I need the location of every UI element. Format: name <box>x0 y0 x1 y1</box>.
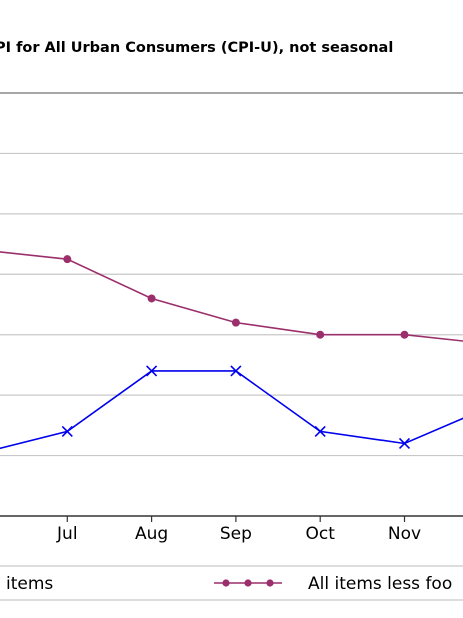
legend-marker <box>266 579 274 587</box>
data-point <box>230 365 242 377</box>
data-point <box>146 365 158 377</box>
chart-title: PI for All Urban Consumers (CPI-U), not … <box>0 40 393 56</box>
legend-box <box>0 565 463 601</box>
legend-label: items <box>6 574 53 594</box>
x-tick-label: Jul <box>56 524 78 544</box>
series-line <box>0 251 463 342</box>
data-point <box>231 318 240 327</box>
x-tick-label: Nov <box>388 524 421 544</box>
gridlines <box>0 152 463 457</box>
series <box>0 251 463 342</box>
series-layer <box>0 251 463 450</box>
data-point <box>314 425 326 437</box>
data-point <box>147 294 156 303</box>
x-tick-label: Aug <box>135 524 168 544</box>
data-point <box>316 330 325 339</box>
data-point <box>61 425 73 437</box>
series <box>0 365 463 450</box>
series-line <box>0 370 463 450</box>
x-axis-ticks: Jul Aug Sep Oct Nov <box>56 516 421 544</box>
x-tick-label: Sep <box>220 524 252 544</box>
data-point <box>400 330 409 339</box>
legend: items All items less foo <box>6 574 452 594</box>
legend-marker <box>244 579 252 587</box>
data-point <box>63 255 72 264</box>
legend-label: All items less foo <box>308 574 452 594</box>
x-tick-label: Oct <box>305 524 335 544</box>
legend-marker <box>222 579 230 587</box>
data-point <box>398 437 411 450</box>
